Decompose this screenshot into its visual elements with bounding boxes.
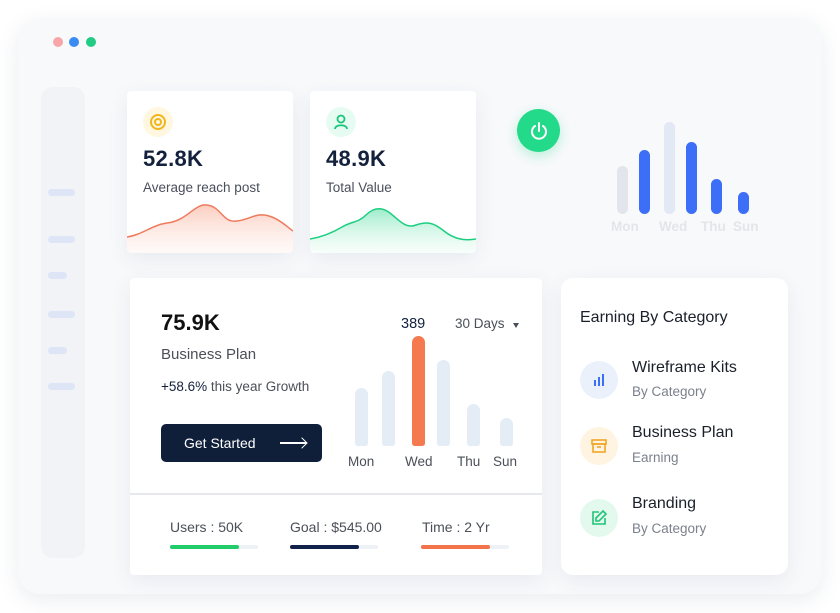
- stat-value: 52.8K: [143, 146, 204, 171]
- sidebar-item[interactable]: [48, 272, 67, 279]
- bar-chart-icon: [580, 361, 618, 399]
- category-sub: By Category: [632, 384, 707, 399]
- metric-goal: Goal : $545.00: [290, 519, 382, 535]
- metric-time-track: [421, 545, 509, 549]
- sidebar-item[interactable]: [48, 347, 67, 354]
- chart-bar: [382, 371, 395, 446]
- power-icon: [530, 121, 547, 140]
- mini-day-label: Wed: [659, 219, 688, 234]
- period-dropdown[interactable]: 30 Days: [455, 316, 505, 331]
- chart-day-label: Wed: [405, 454, 433, 469]
- target-icon: [143, 107, 173, 137]
- growth-caption: this year Growth: [207, 379, 310, 394]
- earning-title: Earning By Category: [580, 309, 728, 326]
- business-plan-card: 75.9K Business Plan +58.6% this year Gro…: [130, 278, 542, 575]
- sidebar: [41, 87, 85, 558]
- chevron-down-icon[interactable]: [513, 323, 519, 328]
- edit-icon: [580, 499, 618, 537]
- get-started-label: Get Started: [184, 435, 256, 451]
- chart-bar: [500, 418, 513, 446]
- window-dot-red[interactable]: [53, 37, 63, 47]
- metric-time: Time : 2 Yr: [422, 519, 490, 535]
- mini-day-label: Thu: [701, 219, 726, 234]
- growth-percent: +58.6%: [161, 379, 208, 394]
- mini-bar: [664, 122, 675, 214]
- stat-card-total: 48.9K Total Value: [310, 91, 476, 253]
- total-sparkline: [310, 208, 476, 253]
- metric-users: Users : 50K: [170, 519, 244, 535]
- sidebar-item[interactable]: [48, 383, 75, 390]
- mini-day-label: Mon: [611, 219, 639, 234]
- category-sub: Earning: [632, 450, 679, 465]
- get-started-button[interactable]: Get Started: [161, 424, 322, 462]
- category-name[interactable]: Branding: [632, 495, 697, 512]
- power-button[interactable]: [517, 109, 560, 152]
- category-name[interactable]: Business Plan: [632, 424, 734, 441]
- category-name[interactable]: Wireframe Kits: [632, 359, 737, 376]
- stat-label: Total Value: [326, 180, 392, 195]
- stat-value: 48.9K: [326, 146, 387, 171]
- metric-goal-fill: [290, 545, 359, 549]
- mini-bar: [686, 142, 697, 214]
- reach-sparkline: [127, 204, 293, 253]
- mini-day-label: Sun: [733, 219, 759, 234]
- mini-bar: [617, 166, 628, 214]
- growth-text: +58.6% this year Growth: [161, 379, 309, 394]
- divider: [130, 493, 542, 495]
- sidebar-item[interactable]: [48, 311, 75, 318]
- business-plan-label: Business Plan: [161, 346, 257, 363]
- mini-bar: [711, 179, 722, 214]
- chart-bar: [437, 360, 450, 446]
- earning-category-card: Earning By Category Wireframe Kits By Ca…: [561, 278, 788, 575]
- sidebar-item[interactable]: [48, 236, 75, 243]
- window-dot-blue[interactable]: [69, 37, 79, 47]
- archive-box-icon: [580, 427, 618, 465]
- arrow-right-icon: [280, 442, 306, 444]
- user-icon: [326, 107, 356, 137]
- category-sub: By Category: [632, 521, 707, 536]
- chart-bar-peak: [412, 336, 425, 446]
- chart-bar: [355, 388, 368, 446]
- chart-day-label: Thu: [457, 454, 481, 469]
- sidebar-item[interactable]: [48, 189, 75, 196]
- chart-day-label: Sun: [493, 454, 518, 469]
- business-plan-value: 75.9K: [161, 310, 220, 335]
- mini-bar: [738, 192, 749, 214]
- metric-users-fill: [170, 545, 239, 549]
- peak-value-label: 389: [401, 316, 426, 332]
- chart-bar: [467, 404, 480, 446]
- mini-bar: [639, 150, 650, 214]
- stat-card-reach: 52.8K Average reach post: [127, 91, 293, 253]
- metric-time-fill: [421, 545, 490, 549]
- metric-goal-track: [290, 545, 378, 549]
- window-dot-green[interactable]: [86, 37, 96, 47]
- stat-label: Average reach post: [143, 180, 260, 195]
- metric-users-track: [170, 545, 258, 549]
- chart-day-label: Mon: [348, 454, 375, 469]
